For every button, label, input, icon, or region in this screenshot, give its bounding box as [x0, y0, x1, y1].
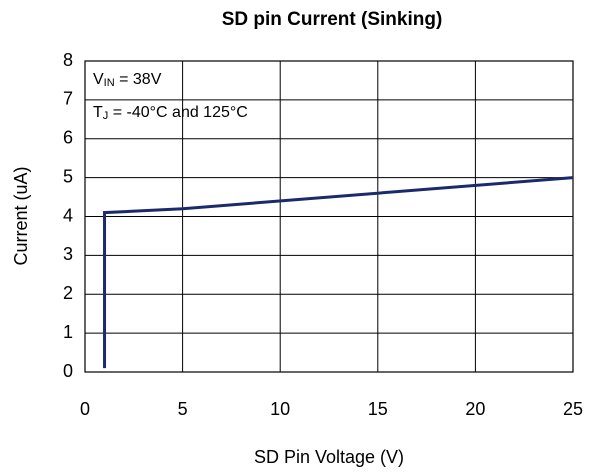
x-tick-label: 10: [270, 399, 290, 419]
y-tick-label: 3: [63, 244, 73, 264]
annotation-subscript: J: [103, 110, 109, 122]
y-tick-label: 7: [63, 89, 73, 109]
plot-border: [84, 60, 574, 373]
x-tick-label: 5: [178, 399, 188, 419]
y-tick-label: 2: [63, 283, 73, 303]
y-tick-label: 5: [63, 166, 73, 186]
x-axis-label: SD Pin Voltage (V): [254, 447, 404, 467]
x-tick-label: 20: [465, 399, 485, 419]
y-tick-label: 6: [63, 128, 73, 148]
annotation-subscript: IN: [104, 77, 115, 89]
y-tick-label: 1: [63, 322, 73, 342]
annotation-text: T: [93, 104, 103, 121]
y-tick-label: 8: [63, 50, 73, 70]
y-tick-label: 0: [63, 361, 73, 381]
annotation: TJ = -40°C and 125°C: [93, 104, 248, 122]
data-line: [103, 176, 574, 369]
annotation: VIN = 38V: [93, 71, 162, 89]
x-tick-label: 15: [368, 399, 388, 419]
annotation-text: = 38V: [115, 71, 162, 88]
y-axis-label: Current (uA): [11, 166, 31, 265]
annotation-text: V: [93, 71, 104, 88]
chart-title: SD pin Current (Sinking): [222, 9, 443, 30]
y-tick-label: 4: [63, 205, 73, 225]
x-tick-label: 0: [80, 399, 90, 419]
x-tick-label: 25: [563, 399, 583, 419]
annotation-text: = -40°C and 125°C: [108, 104, 248, 121]
